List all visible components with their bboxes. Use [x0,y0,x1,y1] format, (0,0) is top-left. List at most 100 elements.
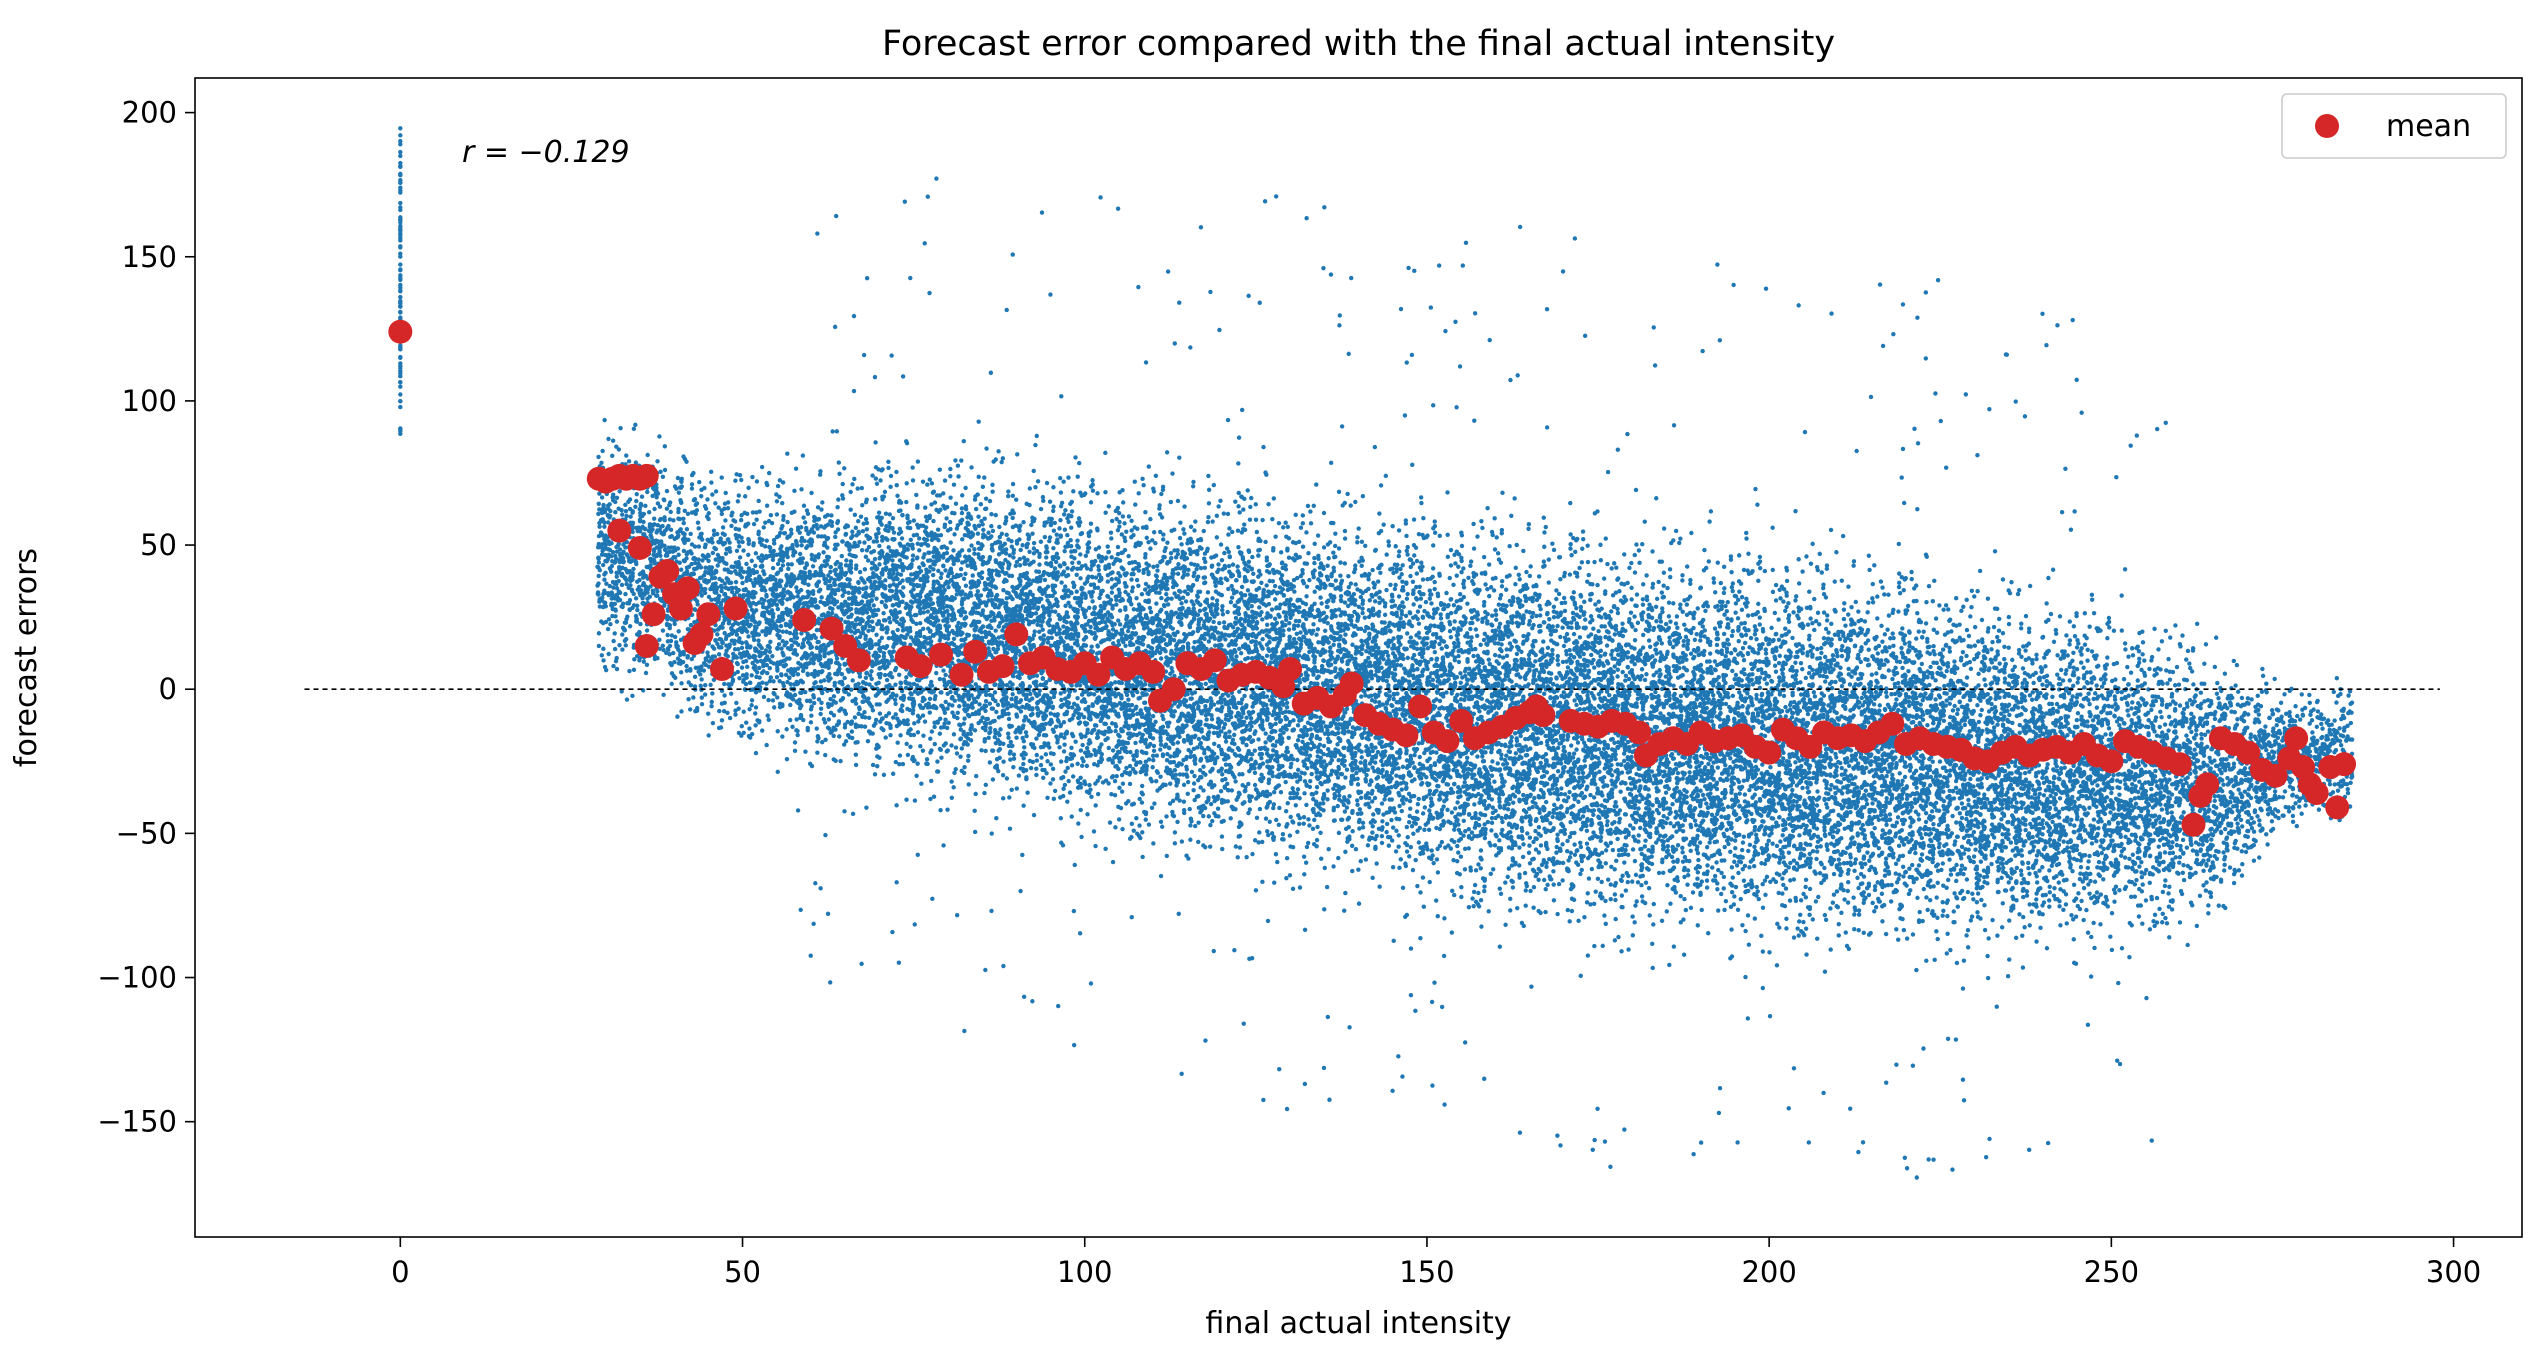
error-point [876,744,881,750]
error-point [757,665,762,671]
error-point [963,583,969,588]
error-point [939,690,944,695]
error-point [978,546,984,551]
error-point [814,603,820,609]
error-point [988,573,994,579]
error-point [631,566,636,572]
error-point [700,558,705,563]
error-point [747,624,752,629]
error-point [691,695,696,700]
error-point [723,636,729,642]
error-point [635,607,640,613]
error-point [990,489,995,494]
error-point [682,508,687,513]
error-point [941,743,947,748]
error-point [736,639,741,644]
error-point [750,595,756,600]
error-point [845,684,851,689]
error-point [993,457,998,462]
error-point [944,550,950,556]
error-point [706,594,712,600]
error-point [767,544,772,550]
error-point [774,594,779,599]
error-point [710,691,715,696]
error-point [709,565,715,570]
error-point [928,597,933,603]
error-point [657,504,663,509]
error-point [958,566,964,572]
error-point [937,625,943,631]
error-point [730,589,735,595]
error-point [890,537,895,542]
error-point [889,654,894,660]
error-point [719,588,724,594]
error-point [784,640,789,645]
error-point [886,721,892,726]
error-point [1006,716,1012,722]
error-point [852,512,858,518]
error-point [736,527,742,532]
error-point [818,711,823,717]
error-point [688,531,693,537]
error-point [893,667,898,673]
error-point [606,436,611,442]
error-point [914,532,920,537]
error-point [927,619,933,625]
error-point [398,384,403,389]
error-point [889,588,895,594]
error-point [834,656,840,661]
error-point [664,506,670,511]
error-point [606,590,611,596]
error-point [710,720,716,726]
error-point [945,706,950,711]
error-point [869,669,874,674]
error-point [801,717,806,723]
error-point [831,733,836,739]
error-point [896,500,902,505]
error-point [597,491,602,496]
error-point [596,454,601,460]
error-point [857,705,862,710]
error-point [794,635,800,641]
error-point [998,727,1003,732]
error-point [753,723,758,728]
error-point [676,509,681,515]
error-point [612,581,617,586]
error-point [828,676,833,681]
error-point [842,675,847,681]
error-point [990,777,996,782]
error-point [760,728,765,733]
error-point [807,660,812,666]
error-point [761,694,767,700]
error-point [599,495,605,500]
error-point [990,482,995,488]
error-point [869,597,874,603]
error-point [918,743,923,749]
error-point [990,706,996,711]
error-point [941,677,947,682]
error-point [918,569,924,574]
error-point [857,674,863,679]
error-point [943,568,948,573]
error-point [780,554,786,560]
error-point [905,752,911,758]
error-point [754,670,760,675]
error-point [852,553,857,559]
error-point [894,693,899,698]
error-point [623,502,628,508]
error-point [630,529,635,535]
error-point [722,560,727,565]
error-point [739,733,744,738]
error-point [941,563,946,568]
error-point [677,560,682,565]
error-point [655,491,661,496]
error-point [881,611,886,616]
error-point [832,591,838,597]
error-point [774,512,780,517]
error-point [617,559,622,564]
error-point [999,641,1004,646]
error-point [610,438,616,443]
error-point [960,537,965,542]
error-point [398,267,403,272]
error-point [737,675,742,681]
